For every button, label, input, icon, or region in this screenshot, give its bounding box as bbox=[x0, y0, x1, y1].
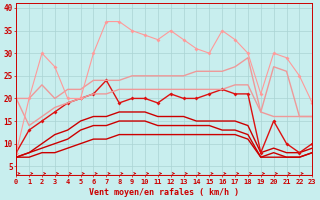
X-axis label: Vent moyen/en rafales ( km/h ): Vent moyen/en rafales ( km/h ) bbox=[89, 188, 239, 197]
